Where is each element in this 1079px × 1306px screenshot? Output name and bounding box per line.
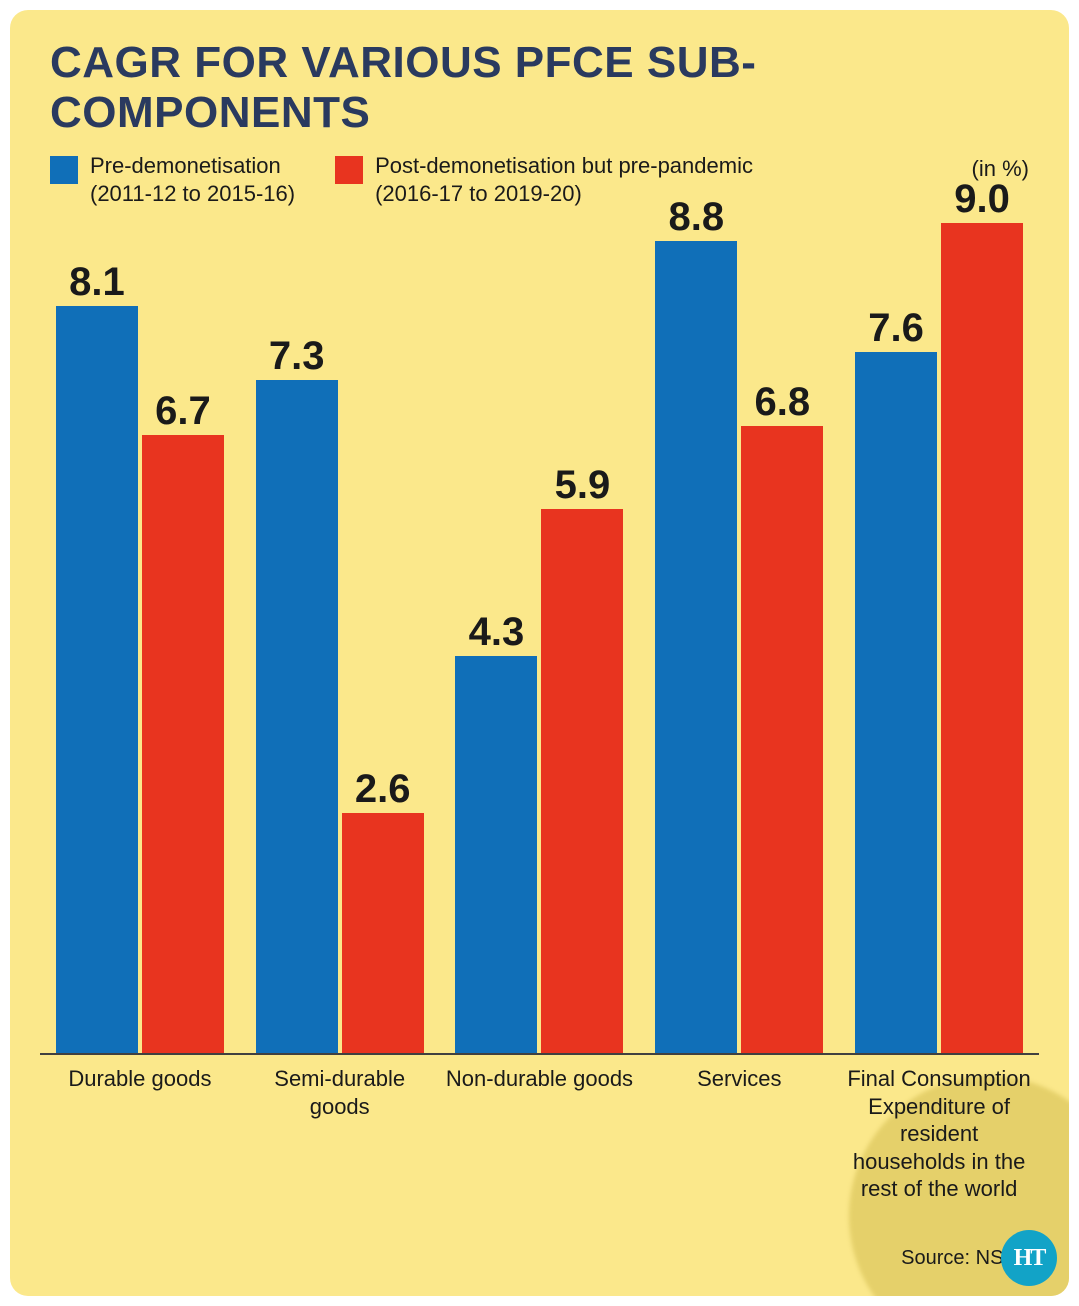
bar-chart: 8.16.77.32.64.35.98.86.87.69.0 (40, 225, 1039, 1055)
bar-value-label: 8.8 (621, 195, 771, 240)
bar-group: 7.69.0 (839, 223, 1039, 1053)
bar-group: 8.86.8 (639, 241, 839, 1053)
bar: 9.0 (941, 223, 1023, 1053)
bar-group: 4.35.9 (440, 509, 640, 1053)
category-label: Final Consumption Expenditure of residen… (839, 1065, 1039, 1203)
bar: 7.3 (256, 380, 338, 1053)
legend-text: Pre-demonetisation (2011-12 to 2015-16) (90, 152, 295, 207)
bar-value-label: 9.0 (907, 177, 1057, 222)
bar: 8.8 (655, 241, 737, 1053)
bar: 7.6 (855, 352, 937, 1053)
legend-label: Pre-demonetisation (90, 152, 295, 180)
bar-value-label: 5.9 (507, 463, 657, 508)
category-label: Semi-durable goods (240, 1065, 440, 1203)
bar-value-label: 7.3 (222, 334, 372, 379)
bar-value-label: 6.7 (108, 389, 258, 434)
chart-area: 8.16.77.32.64.35.98.86.87.69.0 Durable g… (10, 215, 1069, 1203)
legend-swatch-icon (335, 156, 363, 184)
chart-title: CAGR FOR VARIOUS PFCE SUB-COMPONENTS (10, 10, 1069, 148)
bar: 6.8 (741, 426, 823, 1053)
bar-value-label: 6.8 (707, 380, 857, 425)
category-label: Non-durable goods (440, 1065, 640, 1203)
category-axis: Durable goodsSemi-durable goodsNon-durab… (40, 1055, 1039, 1203)
bar-value-label: 2.6 (308, 767, 458, 812)
legend-item: Pre-demonetisation (2011-12 to 2015-16) (50, 152, 295, 207)
bar-group: 7.32.6 (240, 380, 440, 1053)
publisher-logo-icon: HT (1001, 1230, 1057, 1286)
chart-card: CAGR FOR VARIOUS PFCE SUB-COMPONENTS Pre… (10, 10, 1069, 1296)
bar: 4.3 (455, 656, 537, 1053)
legend-label: Post-demonetisation but pre-pandemic (375, 152, 753, 180)
page-background: CAGR FOR VARIOUS PFCE SUB-COMPONENTS Pre… (0, 0, 1079, 1306)
bar-value-label: 8.1 (22, 260, 172, 305)
category-label: Services (639, 1065, 839, 1203)
bar: 2.6 (342, 813, 424, 1053)
bar: 5.9 (541, 509, 623, 1053)
legend-sublabel: (2011-12 to 2015-16) (90, 180, 295, 208)
bar: 6.7 (142, 435, 224, 1053)
bar-group: 8.16.7 (40, 306, 240, 1053)
legend-swatch-icon (50, 156, 78, 184)
category-label: Durable goods (40, 1065, 240, 1203)
